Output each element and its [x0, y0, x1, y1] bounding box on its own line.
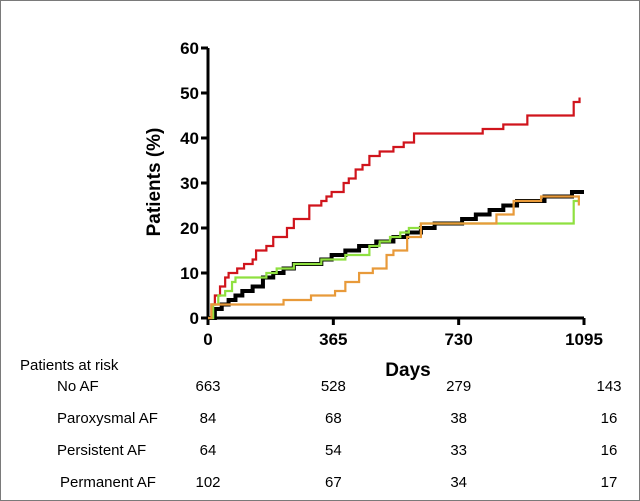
risk-row-label: Permanent AF — [60, 474, 156, 491]
series-lines — [208, 97, 584, 320]
y-axis-label: Patients (%) — [144, 128, 165, 237]
y-tick-label: 60 — [180, 39, 199, 58]
risk-row-label: Paroxysmal AF — [57, 410, 158, 427]
x-axis-label: Days — [385, 360, 430, 381]
risk-row-value: 16 — [600, 410, 618, 427]
risk-row-value: 17 — [600, 474, 618, 491]
risk-row-label: Persistent AF — [57, 442, 147, 459]
y-tick-label: 40 — [180, 129, 199, 148]
series-line-3 — [208, 195, 580, 320]
x-tick-label: 0 — [203, 330, 212, 349]
risk-row-value: 102 — [195, 474, 221, 491]
risk-row-value: 68 — [324, 410, 342, 427]
risk-row-value: 84 — [199, 410, 217, 427]
risk-row-value: 64 — [199, 442, 217, 459]
y-tick-label: 50 — [180, 84, 199, 103]
risk-row-value: 67 — [324, 474, 342, 491]
risk-row-value: 38 — [450, 410, 467, 427]
x-tick-label: 365 — [319, 330, 347, 349]
y-tick-label: 20 — [180, 219, 199, 238]
x-tick-label: 730 — [444, 330, 472, 349]
y-tick-label: 0 — [190, 309, 199, 328]
series-line-0 — [208, 97, 581, 320]
y-tick-label: 10 — [180, 264, 199, 283]
risk-row-value: 54 — [324, 442, 342, 459]
risk-row-value: 33 — [450, 442, 467, 459]
risk-row-value: 143 — [596, 378, 622, 395]
risk-row-value: 34 — [450, 474, 467, 491]
risk-row-value: 279 — [446, 378, 472, 395]
risk-row-value: 528 — [320, 378, 346, 395]
y-tick-label: 30 — [180, 174, 199, 193]
risk-table-title: Patients at risk — [20, 357, 119, 374]
axes: 0 10 20 30 40 50 60 0 365 730 1095 — [180, 39, 603, 349]
risk-row-label: No AF — [57, 378, 99, 395]
series-line-2 — [208, 199, 579, 320]
risk-row-value: 663 — [195, 378, 221, 395]
risk-row-value: 16 — [600, 442, 618, 459]
x-tick-label: 1095 — [565, 330, 603, 349]
series-line-1 — [208, 190, 584, 320]
